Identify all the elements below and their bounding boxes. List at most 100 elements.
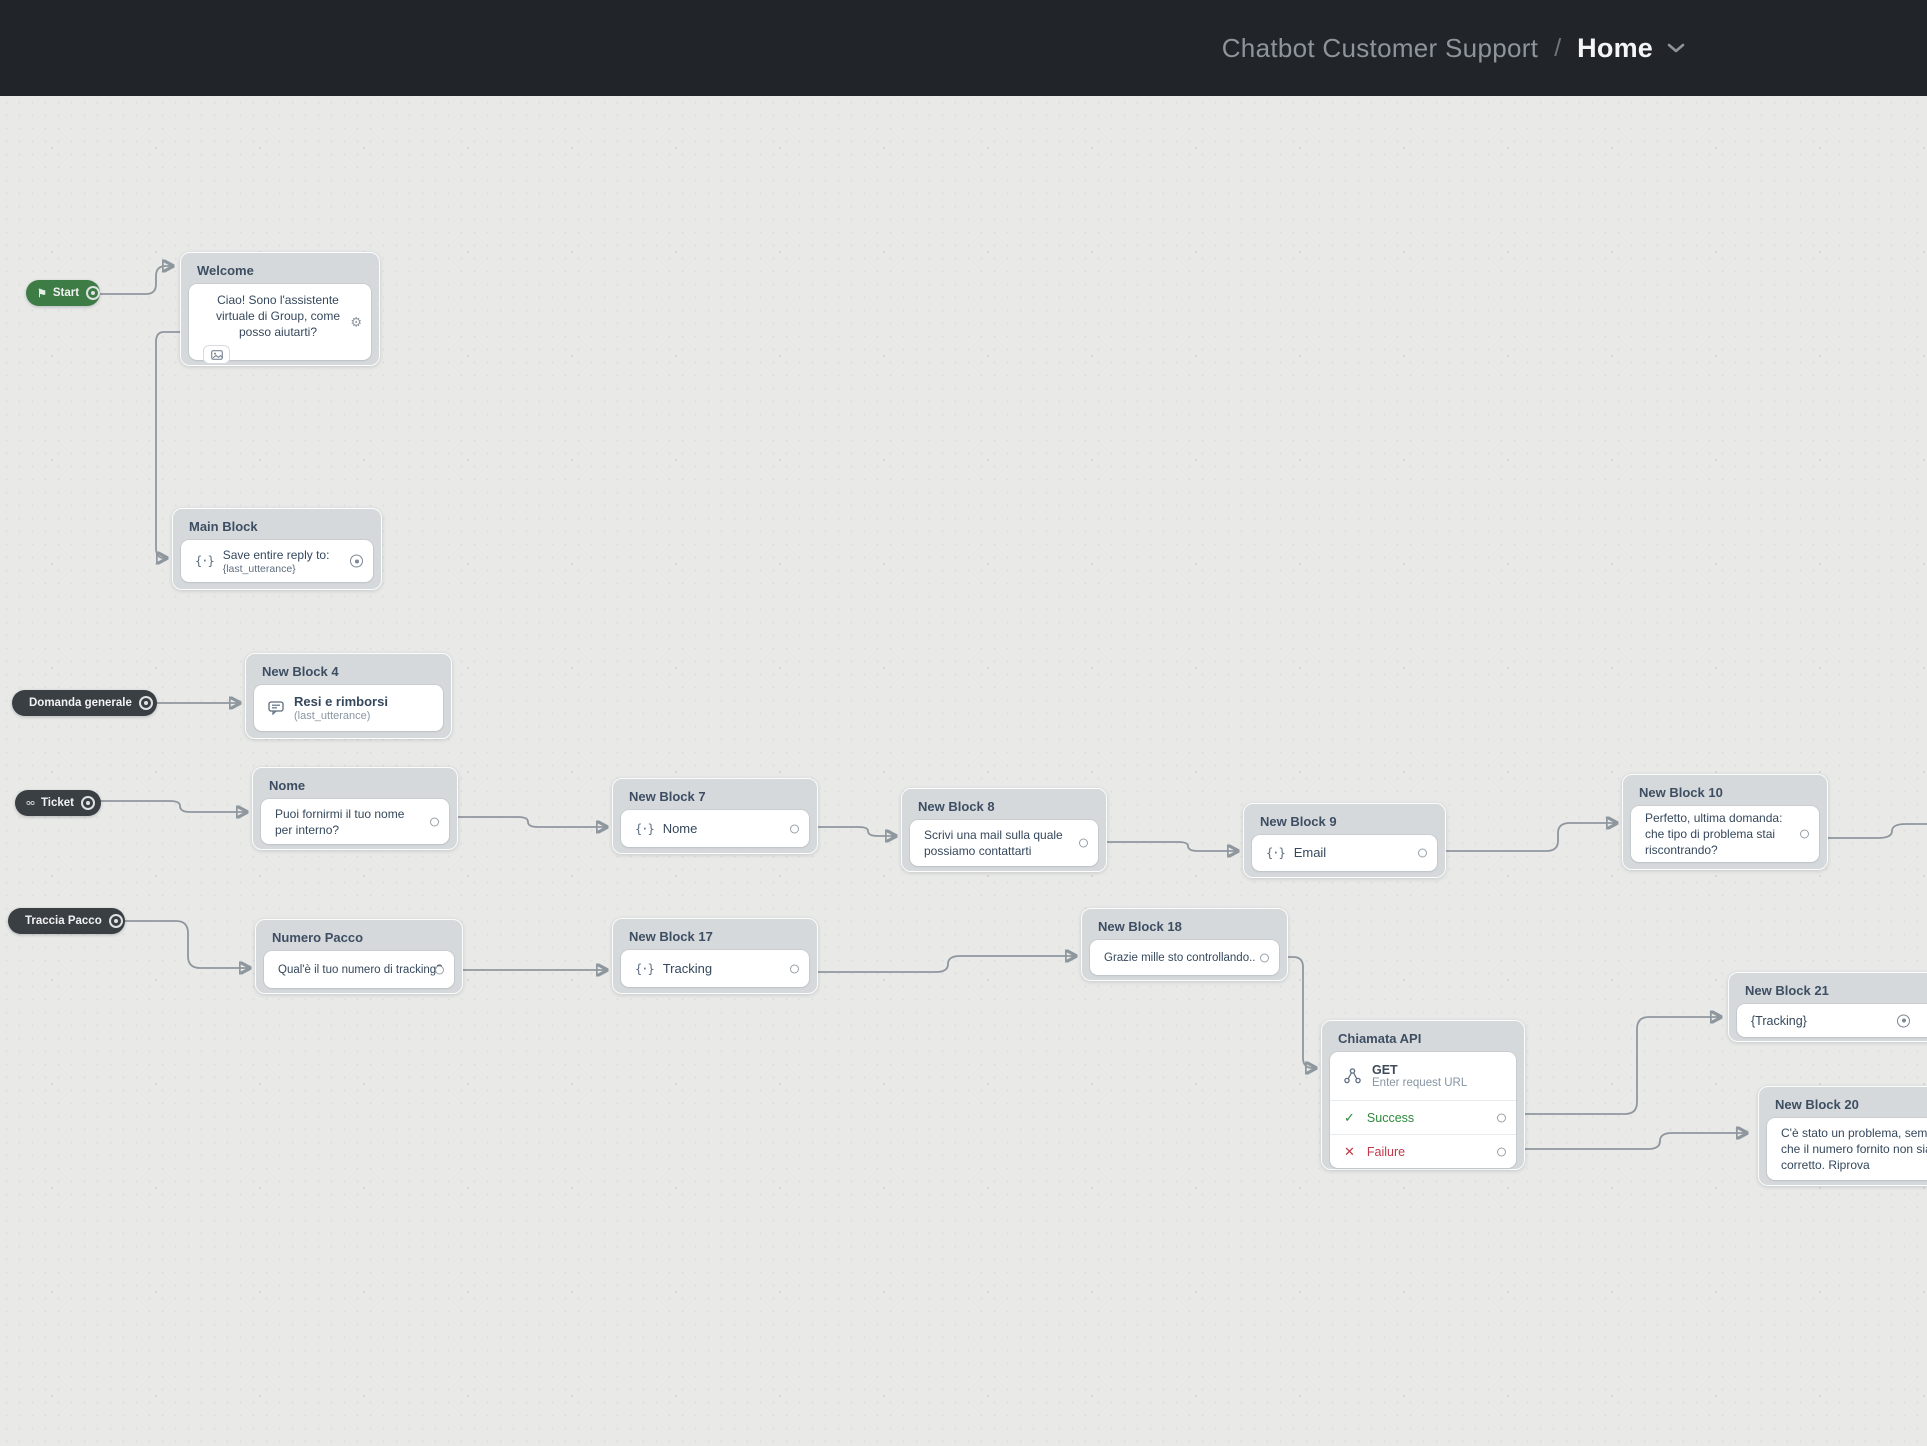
speak-text: Ciao! Sono l'assistente virtuale di Grou… <box>215 293 341 339</box>
start-label: Start <box>52 287 80 299</box>
block-new-block-4[interactable]: New Block 4 Resi e rimborsi (last_uttera… <box>245 653 452 739</box>
api-url-placeholder[interactable]: Enter request URL <box>1372 1077 1468 1089</box>
capture-step[interactable]: {·} Tracking <box>621 950 809 987</box>
image-icon <box>210 349 223 360</box>
gear-icon[interactable]: ⚙ <box>350 314 362 330</box>
start-node[interactable]: ⚑ Start <box>26 280 101 306</box>
speak-step[interactable]: Puoi fornirmi il tuo nome per interno? <box>261 799 449 844</box>
intent-pill-domanda-generale[interactable]: Domanda generale <box>12 690 157 716</box>
block-new-block-20[interactable]: New Block 20 C'è stato un problema, semb… <box>1758 1086 1927 1186</box>
out-port[interactable] <box>1418 848 1427 858</box>
image-button[interactable] <box>203 345 230 364</box>
breadcrumb-separator: / <box>1554 33 1562 62</box>
block-title: New Block 7 <box>629 788 706 804</box>
flag-icon: ⚑ <box>37 287 47 300</box>
connector <box>1806 823 1927 839</box>
api-success-row[interactable]: ✓ Success <box>1330 1100 1516 1134</box>
connector <box>112 920 249 968</box>
speak-step[interactable]: Scrivi una mail sulla quale possiamo con… <box>910 820 1098 866</box>
block-chiamata-api[interactable]: Chiamata API GET Enter request URL ✓ Suc… <box>1321 1020 1525 1170</box>
intent-icon <box>26 801 35 805</box>
breadcrumb-page[interactable]: Home <box>1577 32 1653 63</box>
speak-text: Perfetto, ultima domanda: che tipo di pr… <box>1645 811 1783 857</box>
api-method: GET <box>1372 1063 1398 1077</box>
capture-variable: Email <box>1293 845 1327 860</box>
connector <box>87 266 172 295</box>
api-icon <box>1344 1068 1361 1084</box>
target-port[interactable] <box>1897 1014 1910 1027</box>
speak-step[interactable]: C'è stato un problema, sembra che il num… <box>1767 1118 1927 1180</box>
intent-pill-traccia-pacco[interactable]: Traccia Pacco <box>8 908 125 934</box>
intent-pill-ticket[interactable]: Ticket <box>15 790 101 816</box>
block-title: New Block 21 <box>1745 982 1829 998</box>
intent-port[interactable] <box>138 696 153 710</box>
capture-step[interactable]: {·} Save entire reply to: {last_utteranc… <box>181 540 373 582</box>
chat-icon <box>268 701 284 715</box>
speak-text: {Tracking} <box>1751 1013 1807 1028</box>
block-title: New Block 20 <box>1775 1096 1859 1112</box>
block-main[interactable]: Main Block {·} Save entire reply to: {la… <box>172 508 382 590</box>
api-failure-row[interactable]: ✕ Failure <box>1330 1134 1516 1168</box>
block-new-block-7[interactable]: New Block 7 {·} Nome <box>612 778 818 854</box>
speak-step[interactable]: Grazie mille sto controllando.. <box>1090 940 1279 975</box>
failure-label: Failure <box>1366 1144 1406 1159</box>
block-numero-pacco[interactable]: Numero Pacco Qual'è il tuo numero di tra… <box>255 919 463 994</box>
intent-name: Resi e rimborsi <box>294 694 388 709</box>
block-new-block-18[interactable]: New Block 18 Grazie mille sto controllan… <box>1081 908 1288 981</box>
api-request-row[interactable]: GET Enter request URL <box>1330 1052 1516 1100</box>
target-port[interactable] <box>350 554 363 568</box>
intent-port[interactable] <box>108 914 123 928</box>
connector <box>1424 823 1616 852</box>
speak-step[interactable]: Qual'è il tuo numero di tracking? <box>264 951 454 988</box>
out-port[interactable] <box>1800 829 1809 839</box>
capture-step[interactable]: {·} Nome <box>621 810 809 847</box>
speak-step[interactable]: Perfetto, ultima domanda: che tipo di pr… <box>1631 806 1819 862</box>
success-port[interactable] <box>1497 1113 1506 1122</box>
block-welcome[interactable]: Welcome Ciao! Sono l'assistente virtuale… <box>180 252 380 366</box>
out-port[interactable] <box>1079 838 1088 848</box>
capture-icon: {·} <box>635 821 655 836</box>
block-new-block-10[interactable]: New Block 10 Perfetto, ultima domanda: c… <box>1622 774 1828 870</box>
check-icon: ✓ <box>1344 1109 1355 1125</box>
capture-variable: Nome <box>662 820 698 836</box>
connector <box>1265 956 1315 1068</box>
block-title: Nome <box>269 777 306 793</box>
failure-port[interactable] <box>1497 1147 1506 1156</box>
capture-icon: {·} <box>635 961 655 976</box>
block-title: Main Block <box>189 518 258 534</box>
speak-step[interactable]: {Tracking} <box>1737 1004 1927 1037</box>
block-new-block-8[interactable]: New Block 8 Scrivi una mail sulla quale … <box>901 788 1107 872</box>
speak-text: Scrivi una mail sulla quale possiamo con… <box>924 828 1063 858</box>
out-port[interactable] <box>790 964 799 973</box>
block-title: Chiamata API <box>1338 1030 1422 1046</box>
speak-step[interactable]: Ciao! Sono l'assistente virtuale di Grou… <box>189 284 371 364</box>
connector <box>1504 1017 1720 1115</box>
block-new-block-17[interactable]: New Block 17 {·} Tracking <box>612 918 818 994</box>
flow-canvas[interactable]: ⚑ Start Welcome Ciao! Sono l'assistente … <box>0 96 1927 1446</box>
connector <box>1085 841 1237 851</box>
block-new-block-9[interactable]: New Block 9 {·} Email <box>1243 803 1446 878</box>
chevron-down-icon[interactable] <box>1667 42 1685 54</box>
block-title: Welcome <box>197 262 254 278</box>
speak-text: C'è stato un problema, sembra che il num… <box>1781 1126 1927 1172</box>
out-port[interactable] <box>1260 953 1269 962</box>
intent-sub: (last_utterance) <box>294 710 371 722</box>
start-port[interactable] <box>86 286 101 300</box>
out-port[interactable] <box>430 817 439 826</box>
block-title: New Block 4 <box>262 663 339 679</box>
block-new-block-21[interactable]: New Block 21 {Tracking} <box>1728 972 1927 1042</box>
out-port[interactable] <box>790 824 799 833</box>
block-nome[interactable]: Nome Puoi fornirmi il tuo nome per inter… <box>252 767 458 850</box>
out-port[interactable] <box>435 965 444 974</box>
intent-port[interactable] <box>81 796 95 810</box>
breadcrumb-project[interactable]: Chatbot Customer Support <box>1221 32 1539 63</box>
connectors-layer <box>87 96 1927 1150</box>
capture-icon: {·} <box>195 554 215 568</box>
api-step[interactable]: GET Enter request URL ✓ Success ✕ Failur… <box>1330 1052 1516 1168</box>
block-title: New Block 10 <box>1639 784 1723 800</box>
intent-label: Traccia Pacco <box>25 915 102 927</box>
capture-step[interactable]: {·} Email <box>1252 835 1437 871</box>
intent-step[interactable]: Resi e rimborsi (last_utterance) <box>254 685 443 731</box>
top-bar: Chatbot Customer Support / Home <box>0 0 1927 96</box>
